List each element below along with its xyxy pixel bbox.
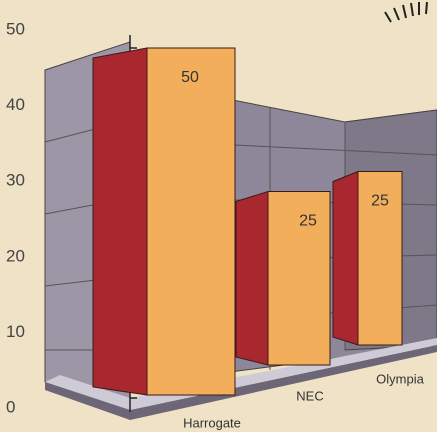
y-tick-label: 30	[6, 171, 25, 190]
bar	[357, 171, 403, 346]
y-tick-label: 20	[6, 246, 25, 265]
y-tick-label: 50	[6, 19, 25, 38]
bar-side	[332, 170, 359, 346]
squiggle	[384, 1, 428, 23]
x-tick-label: Olympia	[376, 371, 424, 386]
x-tick-label: NEC	[296, 388, 323, 403]
x-tick-label: Harrogate	[183, 415, 241, 430]
y-tick-label: 0	[6, 397, 15, 416]
y-tick-label: 10	[6, 322, 25, 341]
value-label: 50	[181, 69, 199, 86]
bar	[146, 47, 236, 396]
y-tick-label: 40	[6, 95, 25, 114]
bar-side	[92, 47, 148, 396]
value-label: 25	[299, 213, 317, 230]
value-label: 25	[371, 193, 389, 210]
bar	[267, 191, 331, 366]
bar-side	[235, 190, 269, 366]
